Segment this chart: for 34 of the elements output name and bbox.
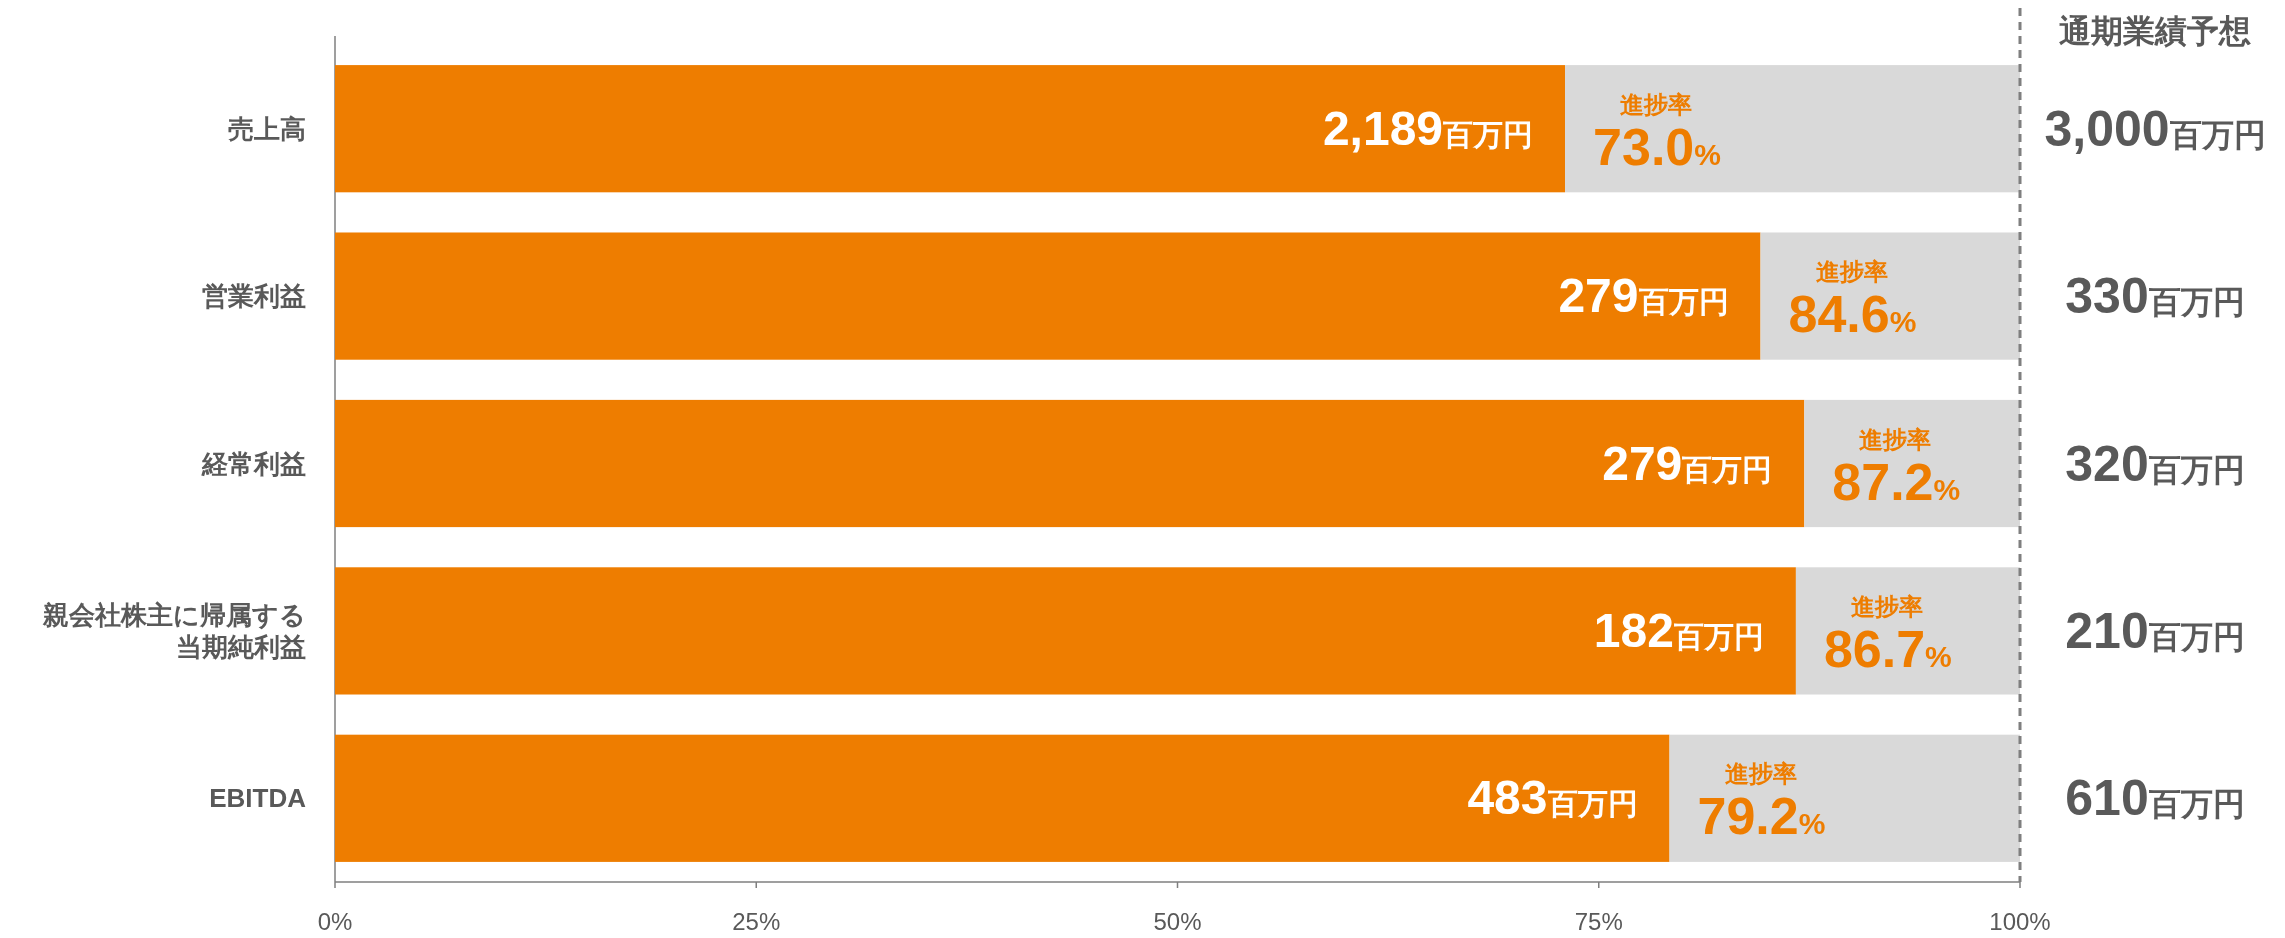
data-label: 進捗率 86.7% [1823,592,1952,678]
x-tick-label: 50% [1153,908,1202,935]
annotation: 279百万円 [1558,269,1729,323]
data-label: 進捗率 84.6% [1788,258,1917,344]
bar [1669,734,2020,862]
bar [335,734,1670,862]
annotation: 279百万円 [1602,436,1773,490]
data-label: 進捗率 87.2% [1832,425,1961,511]
y-tick-label: 営業利益 [202,281,306,312]
bar [335,567,1796,695]
bar [1760,232,2020,360]
text: 210百万円 [2065,602,2245,659]
x-tick-label: 0% [317,908,353,935]
annotation: 182百万円 [1593,603,1764,657]
bar [335,65,1566,193]
x-tick-label: 100% [1989,908,2051,935]
x-tick-label: 75% [1574,908,1623,935]
data-label: 進捗率 73.0% [1593,90,1721,176]
y-tick-label: 売上高 [228,113,306,144]
text: 3,000百万円 [2044,100,2266,157]
y-tick-label: EBITDA [209,783,307,814]
bar [335,399,1805,528]
bar [1565,65,2020,193]
text: 610百万円 [2065,770,2245,827]
ref-line-label: 通期業績予想 [2059,13,2251,49]
annotation: 483百万円 [1467,771,1638,825]
text: 330百万円 [2065,268,2245,325]
y-tick-label: 親会社株主に帰属する当期純利益 [42,599,306,662]
annotation: 2,189百万円 [1322,101,1534,155]
data-label: 進捗率 79.2% [1697,760,1826,846]
y-tick-label: 経常利益 [201,448,306,479]
x-tick-label: 25% [732,908,781,935]
bar [335,232,1761,360]
text: 320百万円 [2065,435,2245,492]
